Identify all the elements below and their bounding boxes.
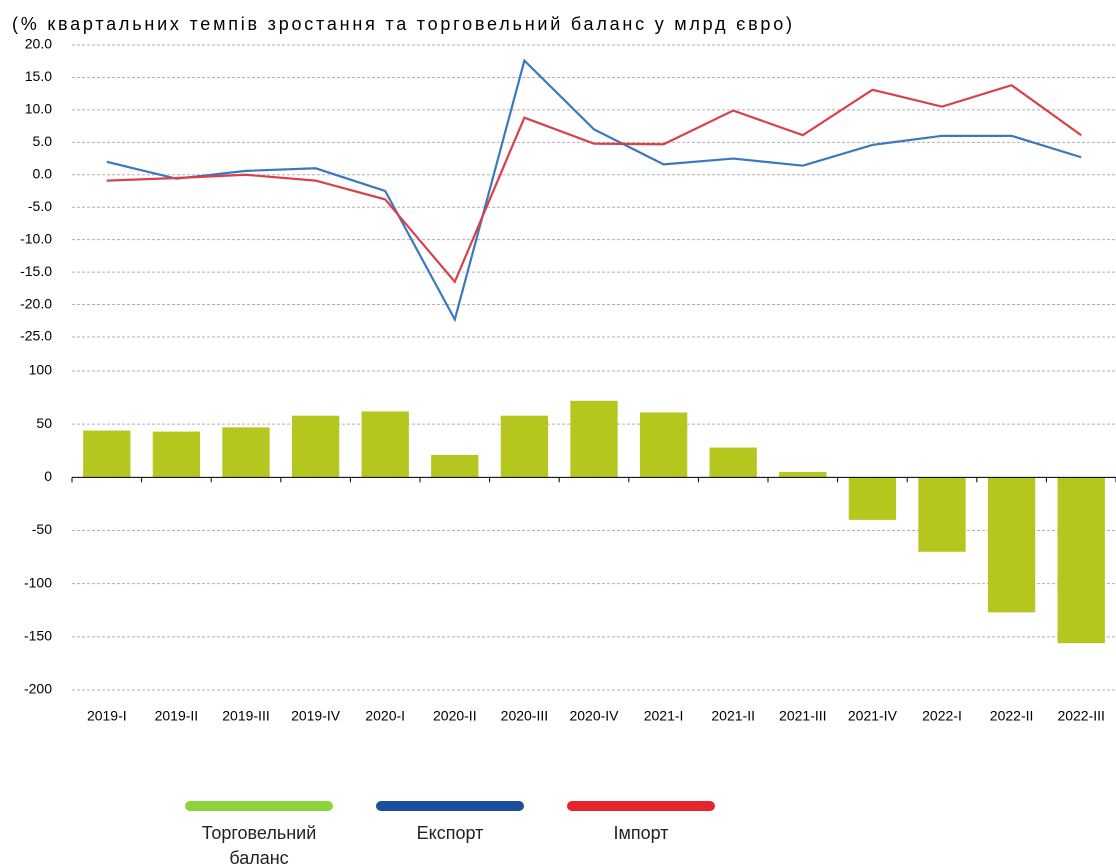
bar <box>361 411 409 478</box>
legend-swatch <box>185 801 333 811</box>
line-series <box>106 84 1082 284</box>
bar <box>639 412 688 478</box>
y-tick-label: -5.0 <box>28 198 52 214</box>
legend-swatch <box>376 801 524 811</box>
line-series <box>106 58 1082 323</box>
x-tick-label: 2020-II <box>433 708 477 724</box>
y-tick-label: -150 <box>24 628 52 644</box>
bar <box>431 455 479 478</box>
x-tick-label: 2020-IV <box>569 708 619 724</box>
legend-label: Торговельний баланс <box>201 823 317 867</box>
y-tick-label: 20.0 <box>25 36 52 52</box>
x-tick-label: 2021-IV <box>848 708 898 724</box>
x-tick-label: 2021-I <box>644 708 684 724</box>
bar <box>987 477 1036 613</box>
x-tick-label: 2021-II <box>711 708 755 724</box>
legend-swatch <box>567 801 715 811</box>
y-tick-label: -20.0 <box>20 295 52 311</box>
x-tick-label: 2022-I <box>922 708 962 724</box>
bar <box>918 477 966 552</box>
y-tick-label: 15.0 <box>25 68 52 84</box>
y-tick-label: 10.0 <box>25 101 52 117</box>
bar <box>848 477 897 520</box>
bar <box>83 430 131 478</box>
y-tick-label: -25.0 <box>20 328 52 344</box>
x-tick-label: 2021-III <box>779 708 826 724</box>
legend-label: Імпорт <box>613 823 669 843</box>
bar <box>1057 477 1105 644</box>
bar <box>500 415 549 478</box>
y-tick-label: -200 <box>24 681 52 697</box>
x-tick-label: 2020-III <box>501 708 548 724</box>
y-tick-label: 5.0 <box>33 133 53 149</box>
y-tick-label: -15.0 <box>20 263 52 279</box>
x-tick-label: 2022-III <box>1057 708 1104 724</box>
x-tick-label: 2019-III <box>222 708 269 724</box>
y-tick-label: -10.0 <box>20 230 52 246</box>
y-tick-label: 0.0 <box>33 165 53 181</box>
y-tick-label: -50 <box>32 521 52 537</box>
chart-title: (% квартальних темпів зростання та торго… <box>12 14 792 34</box>
bar <box>570 400 618 478</box>
x-tick-label: 2019-IV <box>291 708 341 724</box>
y-tick-label: -100 <box>24 574 52 590</box>
bar <box>152 431 201 478</box>
y-tick-label: 50 <box>36 415 52 431</box>
bar <box>291 415 340 478</box>
x-tick-label: 2019-II <box>155 708 199 724</box>
x-tick-label: 2019-I <box>87 708 127 724</box>
y-tick-label: 100 <box>29 362 53 378</box>
bar <box>222 427 270 478</box>
bar <box>779 472 827 478</box>
x-tick-label: 2022-II <box>990 708 1034 724</box>
bar <box>709 447 757 478</box>
y-tick-label: 0 <box>44 468 52 484</box>
legend-label: Експорт <box>416 823 484 843</box>
x-tick-label: 2020-I <box>365 708 405 724</box>
